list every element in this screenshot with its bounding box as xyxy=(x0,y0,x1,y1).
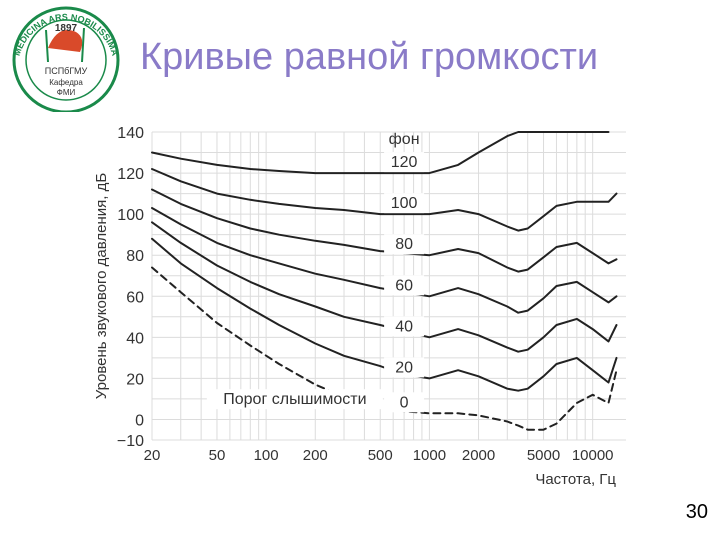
x-tick-label: 10000 xyxy=(572,447,614,464)
threshold-label-bg xyxy=(206,389,383,410)
series-label: 0 xyxy=(400,394,409,411)
series-label: 100 xyxy=(391,195,418,212)
x-axis-label: Частота, Гц xyxy=(535,471,616,488)
y-tick-label: 60 xyxy=(126,289,144,306)
threshold-label: Порог слышимости xyxy=(223,391,366,408)
x-tick-label: 1000 xyxy=(413,447,446,464)
phon-header: фон xyxy=(389,131,420,148)
series-line xyxy=(151,221,618,353)
logo-dept-line2: ФМИ xyxy=(57,88,76,97)
logo-figure-icon xyxy=(48,30,83,52)
x-tick-label: 100 xyxy=(254,447,279,464)
x-tick-label: 50 xyxy=(209,447,226,464)
logo-org: ПСПбГМУ xyxy=(45,66,88,76)
y-tick-label: 140 xyxy=(117,125,144,142)
series-label-bg xyxy=(384,275,425,296)
series-label-bg xyxy=(384,357,425,378)
series-label: 60 xyxy=(395,277,413,294)
x-tick-label: 5000 xyxy=(527,447,560,464)
y-tick-label: 120 xyxy=(117,166,144,183)
series-line xyxy=(151,168,618,232)
series-label-bg xyxy=(384,316,425,337)
slide-title: Кривые равной громкости xyxy=(140,36,599,78)
series-label-bg xyxy=(384,392,425,413)
series-label-bg xyxy=(384,234,425,255)
logo-caduceus-icon xyxy=(45,27,85,63)
series-label-bg xyxy=(384,193,425,214)
y-tick-label: 20 xyxy=(126,371,144,388)
series-label: 40 xyxy=(395,318,413,335)
series-line xyxy=(151,237,618,392)
x-tick-label: 500 xyxy=(368,447,393,464)
logo-year: 1897 xyxy=(55,23,78,34)
series-line xyxy=(151,188,618,273)
logo: MEDICINA ARS NOBILISSIMA 1897 ПСПбГМУ Ка… xyxy=(2,2,130,114)
page-number: 30 xyxy=(685,501,708,523)
y-tick-label: 80 xyxy=(126,248,144,265)
logo-emblem: MEDICINA ARS NOBILISSIMA 1897 ПСПбГМУ Ка… xyxy=(12,6,120,114)
series-line xyxy=(151,207,618,314)
logo-dept-line1: Кафедра xyxy=(49,78,83,87)
series-label: 120 xyxy=(391,154,418,171)
y-tick-label: 100 xyxy=(117,207,144,224)
y-tick-label: 40 xyxy=(126,330,144,347)
series-label-bg xyxy=(384,152,425,173)
series-line xyxy=(151,131,610,175)
series-label: 80 xyxy=(395,236,413,253)
y-axis-label: Уровень звукового давления, дБ xyxy=(93,173,110,400)
series-label: 20 xyxy=(395,359,413,376)
x-tick-label: 20 xyxy=(144,447,161,464)
y-tick-label: −10 xyxy=(117,433,144,450)
x-tick-label: 200 xyxy=(303,447,328,464)
y-tick-label: 0 xyxy=(135,412,144,429)
series-line xyxy=(151,266,618,431)
x-tick-label: 2000 xyxy=(462,447,495,464)
